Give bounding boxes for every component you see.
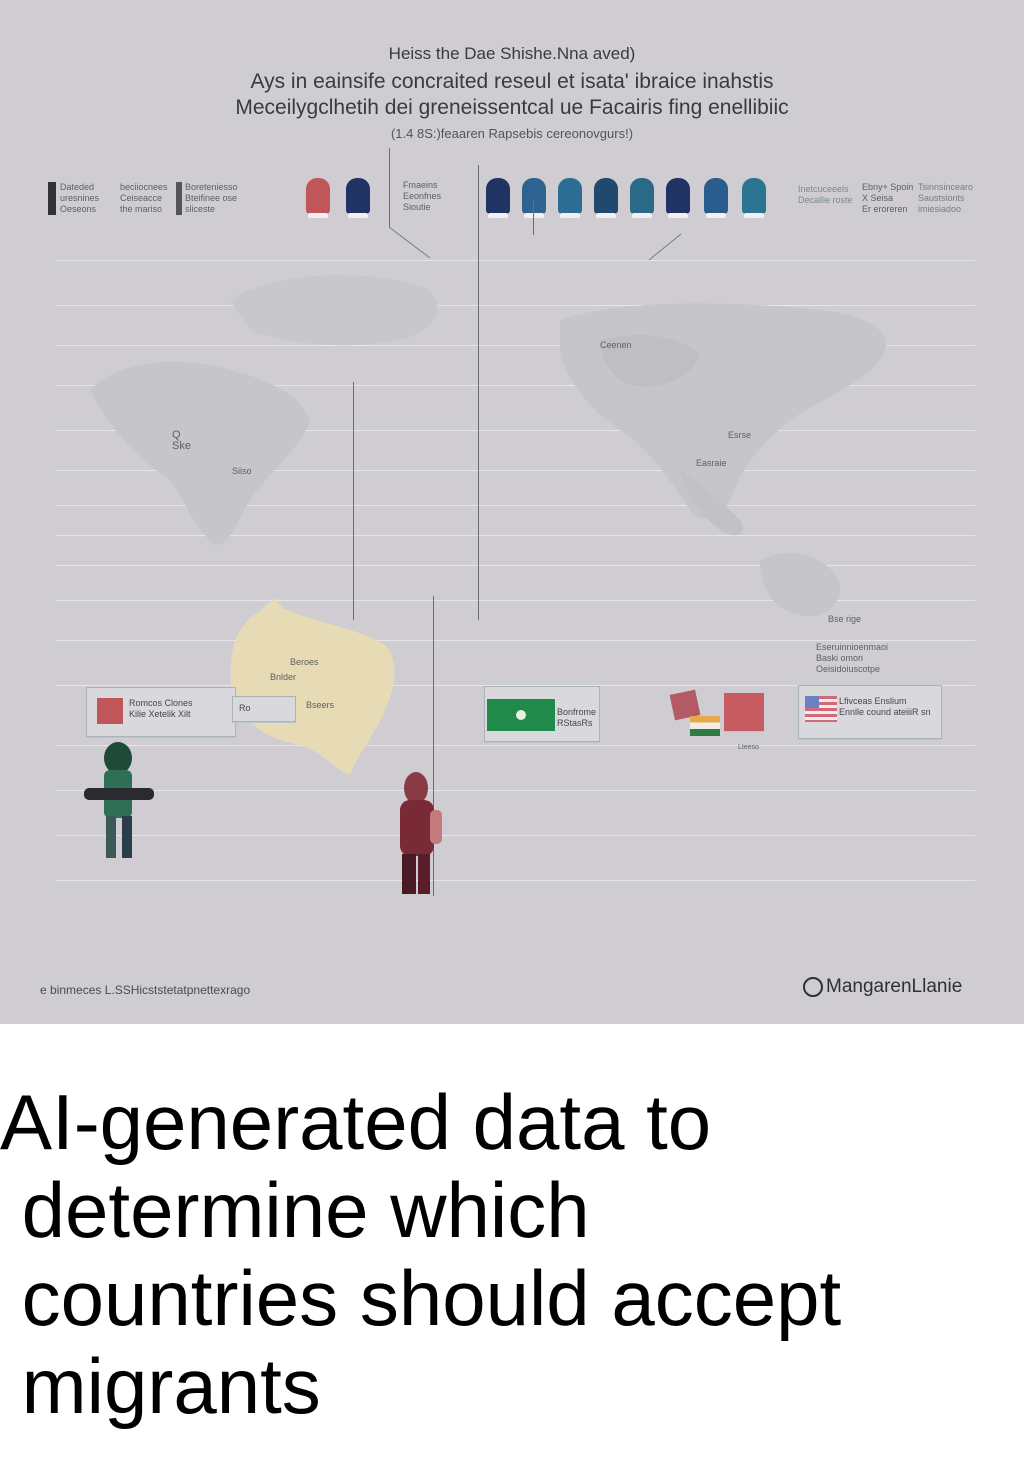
- map-label-asia-2: Esrse: [728, 430, 752, 440]
- footer-brand: MangarenLlanie: [803, 976, 962, 998]
- pointer-line: [389, 148, 390, 228]
- legend-center-note: Fmaeins Eeonfnes Sioutie: [403, 180, 442, 212]
- gridline: [55, 385, 975, 386]
- gridline: [55, 305, 975, 306]
- person-figure-icon: [400, 772, 442, 894]
- us-flag-icon: [805, 696, 837, 722]
- person-head-icon: [522, 178, 546, 218]
- legend-far-right-2: Ebny+ Spoin X Seisa Er eroreren: [862, 182, 914, 214]
- gridline: [55, 260, 975, 261]
- person-head-icon: [630, 178, 654, 218]
- person-head-icon: [558, 178, 582, 218]
- person-head-icon: [486, 178, 510, 218]
- person-head-icon: [346, 178, 370, 218]
- country-card-label: Romcos Clones Kilie Xetelik Xilt: [129, 698, 193, 719]
- country-card-side: Ro: [232, 696, 296, 722]
- gridline: [55, 470, 975, 471]
- country-card: Bonfrome RStasRs: [484, 686, 600, 742]
- map-label-na: Q Ske: [172, 429, 191, 452]
- poster-subtitle-2: Meceilygclhetih dei greneissentcal ue Fa…: [235, 96, 789, 119]
- map-label-yellow-2: Bnlder: [270, 672, 297, 682]
- map-label-na-2: Siiso: [232, 466, 252, 476]
- poster-subtitle-3: (1.4 8S:)feaaren Rapsebis cereonovgurs!): [390, 126, 634, 141]
- infographic-poster: Heiss the Dae Shishe.Nna aved) Ays in ea…: [0, 0, 1024, 1024]
- country-card-label: Bonfrome RStasRs: [557, 707, 597, 728]
- person-head-icon: [594, 178, 618, 218]
- gridline: [55, 565, 975, 566]
- legend-block-left: Dateded uresnines Oeseons: [48, 182, 99, 215]
- map-label-aus: Bse rige: [828, 614, 862, 624]
- gridline: [55, 600, 975, 601]
- gridline: [55, 535, 975, 536]
- person-head-icon: [704, 178, 728, 218]
- world-map: [230, 335, 744, 775]
- gridline: [55, 880, 975, 881]
- card-top-note: Eseruinnioenmaoi Baski omon Oeisidoiusco…: [816, 642, 889, 674]
- person-head-icon: [306, 178, 330, 218]
- country-card: Lfivceas Enslium Ennlle cound ateiiiR sn: [798, 685, 942, 739]
- caption: AI-generated data to determine which cou…: [0, 1078, 842, 1430]
- gridline: [55, 790, 975, 791]
- pointer-diagonal: [648, 233, 682, 261]
- person-figure-icon: [84, 742, 154, 858]
- footer-credit: e binmeces L.SSHicststetatpnettexrago: [40, 983, 251, 997]
- flag-icon: [487, 699, 555, 731]
- gridline: [55, 505, 975, 506]
- person-head-icon: [666, 178, 690, 218]
- pointer-line: [478, 165, 479, 620]
- gridline: [55, 685, 975, 686]
- gridline: [55, 345, 975, 346]
- flag-icon: [690, 716, 720, 736]
- gridline: [55, 640, 975, 641]
- footer-brand-label: MangarenLlanie: [826, 976, 963, 997]
- person-head-icon: [742, 178, 766, 218]
- legend-block-mid: beciiocnees Ceiseacce the mariso: [120, 182, 168, 214]
- country-card-label: Lfivceas Enslium Ennlle cound ateiiiR sn: [839, 696, 931, 717]
- flag-icon: [97, 698, 123, 724]
- pointer-diagonal: [388, 226, 431, 259]
- legend-block-right: Boreteniesso Bteifinee ose sliceste: [176, 182, 238, 215]
- flag-icon: [724, 693, 764, 731]
- gridline: [55, 835, 975, 836]
- pointer-line: [533, 200, 534, 235]
- map-label-asia-3: Easraie: [696, 458, 727, 468]
- map-label-yellow-1: Beroes: [290, 657, 319, 667]
- legend-far-right-3: Tsinnsincearo Saustsionts imiesiadoo: [918, 182, 974, 214]
- map-label-yellow-3: Bseers: [306, 700, 335, 710]
- pointer-line: [433, 596, 434, 896]
- country-card: Romcos Clones Kilie Xetelik Xilt: [86, 687, 236, 737]
- legend-far-right-1: Inetcuceeels Decallie roste: [798, 184, 853, 205]
- poster-subtitle-1: Ays in eainsife concraited reseul et isa…: [250, 70, 774, 93]
- poster-title: Heiss the Dae Shishe.Nna aved): [388, 44, 636, 63]
- card-note: Lteeso: [738, 744, 760, 751]
- country-card-side-label: Ro: [239, 703, 251, 713]
- brand-logo-icon: [803, 976, 823, 997]
- gridline: [55, 745, 975, 746]
- map-label-asia: Ceenen: [600, 340, 632, 350]
- pointer-line: [353, 382, 354, 620]
- gridline: [55, 430, 975, 431]
